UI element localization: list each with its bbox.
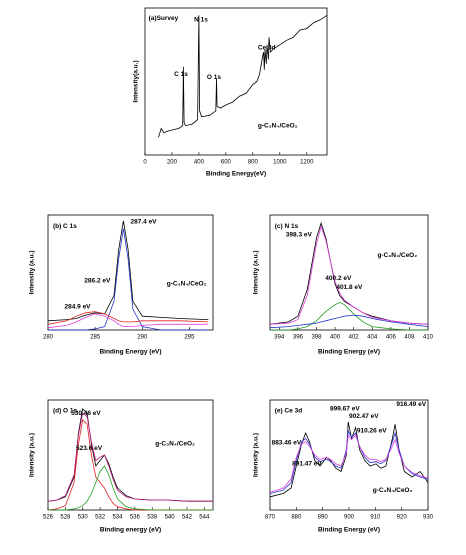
data-line [269, 314, 429, 329]
annotation: g-C₃N₄/CeO₂ [377, 252, 417, 259]
x-tick-label: 800 [248, 160, 259, 166]
x-tick-label: 538 [147, 515, 158, 521]
plot-frame [144, 7, 328, 156]
annotation: (a)Survey [149, 15, 179, 22]
data-line [47, 407, 213, 502]
x-tick-label: 534 [112, 515, 123, 521]
annotation: 910.26 eV [357, 428, 387, 435]
annotation: 891.47 eV [292, 461, 322, 468]
data-line [47, 418, 213, 511]
plot-frame [269, 214, 429, 331]
x-tick-label: 394 [274, 335, 285, 341]
data-line [269, 221, 429, 325]
annotation: (d) O 1s [53, 408, 78, 415]
x-tick-label: 526 [43, 515, 54, 521]
y-axis-label: Intensity (a.u.) [29, 250, 36, 294]
x-axis-label: Binding Energy (eV) [318, 349, 380, 356]
x-tick-label: 200 [167, 160, 178, 166]
annotation: C 1s [174, 71, 188, 78]
data-line [158, 14, 328, 138]
annotation: 902.47 eV [349, 413, 379, 420]
plot-frame [47, 214, 214, 331]
x-tick-label: 1000 [273, 160, 287, 166]
data-line [269, 225, 429, 325]
annotation: 401.8 eV [336, 284, 363, 291]
annotation: 400.2 eV [325, 275, 352, 282]
annotation: (b) C 1s [53, 223, 77, 230]
y-axis-label: Intensity (a.u.) [253, 433, 260, 477]
x-tick-label: 0 [143, 160, 147, 166]
annotation: g-C₃N₄/CeO₂ [258, 122, 298, 129]
x-tick-label: 290 [137, 335, 148, 341]
annotation: 883.46 eV [272, 440, 302, 447]
x-tick-label: 540 [165, 515, 176, 521]
x-tick-label: 400 [194, 160, 205, 166]
data-line [270, 301, 428, 331]
annotation: 899.67 eV [330, 406, 360, 413]
x-tick-label: 1200 [300, 160, 314, 166]
annotation: (e) Ce 3d [275, 408, 302, 415]
x-tick-label: 900 [344, 515, 355, 521]
y-axis-label: Intensity (a.u.) [29, 433, 36, 477]
annotation: g-C₃N₄/CeO₂ [373, 487, 413, 494]
x-tick-label: 400 [330, 335, 341, 341]
annotation: (c) N 1s [275, 223, 299, 230]
annotation: 287.4 eV [131, 219, 158, 226]
x-tick-label: 536 [130, 515, 141, 521]
y-axis-label: Intensity (a.u.) [253, 250, 260, 294]
x-tick-label: 530 [78, 515, 89, 521]
x-axis-label: Binding energy (eV) [100, 527, 161, 534]
x-tick-label: 542 [182, 515, 193, 521]
x-tick-label: 930 [423, 515, 434, 521]
x-tick-label: 532 [95, 515, 106, 521]
data-line [48, 228, 209, 331]
data-line [269, 421, 429, 498]
x-tick-label: 280 [43, 335, 54, 341]
x-tick-label: 920 [397, 515, 408, 521]
data-line [47, 313, 209, 329]
y-axis-label: Intensity(a.u.) [133, 60, 140, 102]
x-tick-label: 404 [367, 335, 378, 341]
x-tick-label: 398 [311, 335, 322, 341]
annotation: N 1s [194, 16, 208, 23]
data-line [47, 412, 213, 502]
x-tick-label: 410 [423, 335, 434, 341]
x-axis-label: Binding Energy (eV) [318, 527, 380, 534]
x-tick-label: 600 [221, 160, 232, 166]
data-line [47, 220, 209, 322]
x-axis-label: Binding Energy(eV) [206, 171, 266, 178]
plot-frame [47, 399, 214, 511]
x-tick-label: 295 [184, 335, 195, 341]
x-tick-label: 890 [318, 515, 329, 521]
annotation: O 1s [207, 74, 221, 81]
x-tick-label: 870 [265, 515, 276, 521]
annotation: g-C₃N₄/CeO₂ [155, 441, 195, 448]
x-tick-label: 402 [349, 335, 360, 341]
data-line [48, 465, 213, 511]
annotation: 286.2 eV [84, 277, 111, 284]
data-line [269, 434, 429, 493]
annotation: 916.49 eV [396, 401, 426, 408]
x-tick-label: 285 [90, 335, 101, 341]
annotation: Ce 3d [258, 44, 276, 51]
annotation: 284.9 eV [65, 304, 92, 311]
x-tick-label: 408 [404, 335, 415, 341]
data-line [269, 429, 429, 494]
data-line [47, 311, 209, 325]
x-axis-label: Binding Energy (eV) [99, 349, 161, 356]
x-tick-label: 528 [60, 515, 71, 521]
x-tick-label: 406 [386, 335, 397, 341]
x-tick-label: 910 [370, 515, 381, 521]
annotation: 530.46 eV [71, 410, 101, 417]
x-tick-label: 544 [199, 515, 210, 521]
x-tick-label: 880 [291, 515, 302, 521]
annotation: 523.6 eV [76, 445, 103, 452]
x-tick-label: 396 [293, 335, 304, 341]
annotation: g-C₃N₄/CeO₂ [167, 281, 207, 288]
annotation: 398.3 eV [286, 231, 313, 238]
